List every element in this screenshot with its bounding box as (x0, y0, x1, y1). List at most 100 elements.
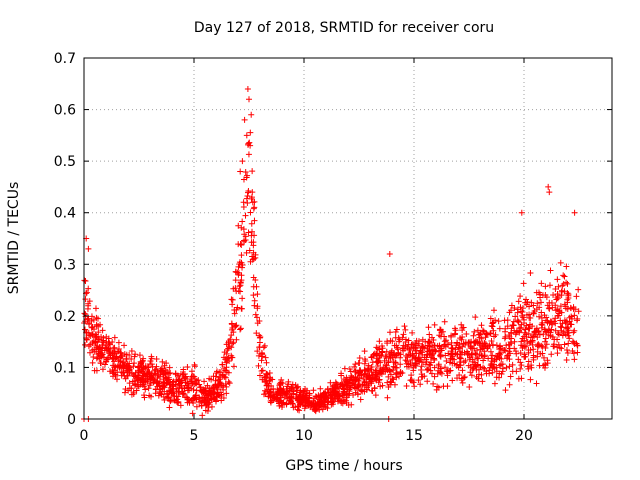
data-point (239, 295, 246, 302)
data-point (257, 334, 264, 341)
data-point (123, 362, 130, 369)
data-point (88, 318, 95, 325)
data-point (415, 338, 422, 345)
data-point (236, 283, 243, 290)
data-point (528, 299, 535, 306)
data-point (212, 394, 219, 401)
data-point (561, 341, 568, 348)
data-point (284, 391, 291, 398)
data-point (557, 259, 564, 266)
data-point (501, 335, 508, 342)
data-point (468, 372, 475, 379)
data-point (441, 333, 448, 340)
data-point (508, 302, 515, 309)
data-point (435, 384, 442, 391)
data-point (91, 346, 98, 353)
data-point (254, 291, 261, 298)
data-point (397, 369, 404, 376)
data-point (491, 356, 498, 363)
data-point (252, 276, 259, 283)
data-point (474, 327, 481, 334)
data-point (223, 383, 230, 390)
data-point (251, 217, 258, 224)
data-point (238, 224, 245, 231)
data-point (247, 129, 254, 136)
data-point (121, 351, 128, 358)
data-point (128, 347, 135, 354)
data-point (150, 379, 157, 386)
data-point (352, 369, 359, 376)
data-point (424, 342, 431, 349)
data-point (542, 345, 549, 352)
data-point (403, 352, 410, 359)
data-point (512, 331, 519, 338)
data-point (547, 329, 554, 336)
data-point (351, 363, 358, 370)
data-point (240, 199, 247, 206)
data-point (525, 358, 532, 365)
data-point (564, 350, 571, 357)
data-point (410, 344, 417, 351)
data-point (523, 331, 530, 338)
data-point (175, 377, 182, 384)
data-point (246, 96, 252, 103)
data-point (201, 378, 208, 385)
data-point (340, 388, 347, 395)
data-point (521, 337, 528, 344)
data-point (554, 330, 561, 337)
data-point (244, 193, 251, 200)
data-point (134, 372, 141, 379)
data-point (343, 394, 350, 401)
data-point (534, 353, 541, 360)
data-point (249, 189, 256, 196)
data-point (358, 372, 365, 379)
data-point (106, 340, 113, 347)
data-point (219, 361, 226, 368)
data-point (504, 317, 511, 324)
data-point (242, 212, 249, 219)
data-point (564, 290, 571, 297)
data-point (496, 346, 503, 353)
data-point (167, 398, 174, 405)
data-point (438, 365, 445, 372)
data-point (554, 295, 561, 302)
data-point (428, 370, 435, 377)
y-tick-label: 0 (67, 412, 76, 428)
data-point (290, 391, 297, 398)
data-point (536, 362, 543, 369)
data-point (324, 405, 331, 412)
data-point (540, 354, 547, 361)
data-point (367, 366, 374, 373)
data-point (451, 360, 458, 367)
data-point (204, 382, 211, 389)
data-point (374, 350, 381, 357)
data-point (117, 354, 124, 361)
data-point (523, 322, 530, 329)
data-point (251, 204, 258, 211)
data-point (340, 396, 347, 403)
data-point (530, 332, 537, 339)
data-point (153, 363, 160, 370)
data-point (223, 369, 230, 376)
data-point (288, 398, 295, 405)
data-point (475, 375, 482, 382)
data-point (247, 142, 254, 149)
data-point (570, 339, 577, 346)
data-point (376, 346, 383, 353)
data-point (134, 383, 141, 390)
data-point (87, 349, 94, 356)
y-tick-label: 0.5 (54, 154, 76, 170)
data-point (443, 358, 450, 365)
data-point (226, 358, 233, 365)
data-point (245, 229, 252, 236)
data-point (515, 356, 522, 363)
data-point (255, 352, 262, 359)
data-point (348, 401, 355, 408)
data-point (297, 397, 304, 404)
data-point (200, 389, 207, 396)
data-point (102, 361, 109, 368)
data-point (241, 238, 248, 245)
data-point (320, 392, 327, 399)
data-point (512, 348, 519, 355)
data-point (509, 361, 516, 368)
